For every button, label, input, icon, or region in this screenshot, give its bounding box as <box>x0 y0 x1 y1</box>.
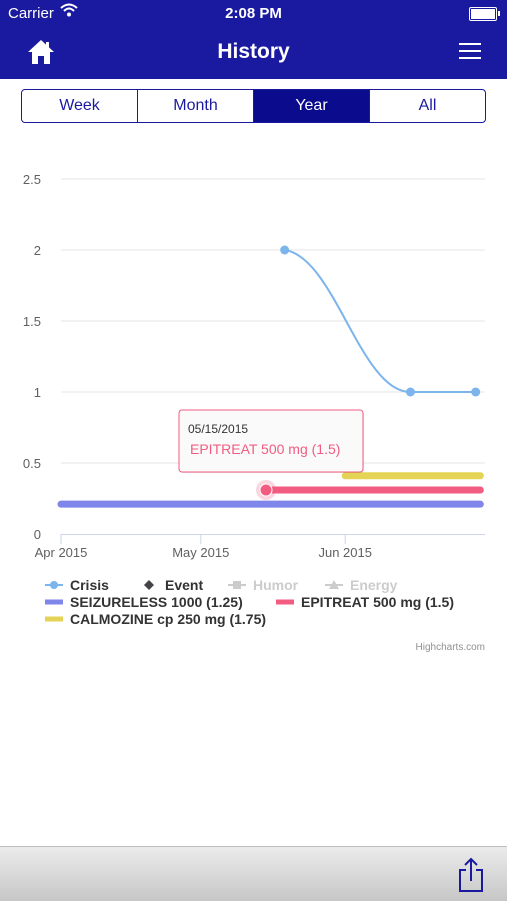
crisis-point <box>280 245 290 255</box>
x-tick-label: May 2015 <box>172 545 229 560</box>
tooltip-series: EPITREAT 500 mg (1.5) <box>190 441 340 457</box>
tab-all[interactable]: All <box>369 90 485 122</box>
legend-item-epitreat-500-mg-1-5[interactable]: EPITREAT 500 mg (1.5) <box>276 594 454 610</box>
tab-month[interactable]: Month <box>137 90 253 122</box>
y-tick-label: 2 <box>34 243 41 258</box>
hover-point <box>259 483 273 497</box>
tooltip-box <box>178 409 364 473</box>
y-tick-label: 0 <box>34 527 41 542</box>
chart-credits: Highcharts.com <box>416 642 485 653</box>
tab-year[interactable]: Year <box>253 90 369 122</box>
legend-item-seizureless-1000-1-25[interactable]: SEIZURELESS 1000 (1.25) <box>45 594 243 610</box>
bottom-toolbar <box>0 846 507 901</box>
status-time: 2:08 PM <box>225 5 282 22</box>
crisis-point <box>471 387 481 397</box>
period-selector: Week Month Year All <box>21 89 486 123</box>
share-icon <box>459 857 483 892</box>
legend-label: Crisis <box>70 577 109 593</box>
y-tick-label: 0.5 <box>23 456 41 471</box>
legend-item-humor[interactable]: Humor <box>228 577 299 593</box>
share-button[interactable] <box>457 857 485 893</box>
menu-button[interactable] <box>459 43 481 59</box>
page-title: History <box>217 40 290 63</box>
battery-icon <box>469 7 500 21</box>
crisis-line <box>284 249 476 394</box>
tooltip-date: 05/15/2015 <box>188 422 248 436</box>
y-tick-label: 2.5 <box>23 172 41 187</box>
legend-label: CALMOZINE cp 250 mg (1.75) <box>70 611 266 627</box>
legend-label: Energy <box>350 577 398 593</box>
carrier-label: Carrier <box>8 5 54 22</box>
x-tick-label: Apr 2015 <box>35 545 88 560</box>
legend-item-calmozine-cp-250-mg-1-75[interactable]: CALMOZINE cp 250 mg (1.75) <box>45 611 266 627</box>
legend-label: EPITREAT 500 mg (1.5) <box>301 594 454 610</box>
legend-marker <box>50 581 58 589</box>
y-tick-label: 1.5 <box>23 314 41 329</box>
history-chart: 0 0.5 1 1.5 2 2.5 Apr 2015 May 2015 Jun 2015 05/1… <box>23 172 485 653</box>
y-tick-label: 1 <box>34 385 41 400</box>
legend-marker <box>329 580 339 589</box>
legend-marker <box>144 580 154 590</box>
home-button[interactable] <box>26 38 56 66</box>
tab-week[interactable]: Week <box>59 97 100 114</box>
status-bar: Carrier 2:08 PM <box>0 0 507 28</box>
legend-marker <box>233 581 241 589</box>
legend-item-crisis[interactable]: Crisis <box>45 577 109 593</box>
wifi-icon <box>60 3 78 17</box>
home-icon <box>28 40 54 64</box>
crisis-point <box>405 387 415 397</box>
navigation-bar: Carrier 2:08 PM History <box>0 0 507 79</box>
legend-label: Humor <box>253 577 299 593</box>
x-tick-label: Jun 2015 <box>318 545 372 560</box>
legend-label: SEIZURELESS 1000 (1.25) <box>70 594 243 610</box>
legend-item-energy[interactable]: Energy <box>325 577 398 593</box>
legend-label: Event <box>165 577 203 593</box>
legend-item-event[interactable]: Event <box>144 577 203 593</box>
